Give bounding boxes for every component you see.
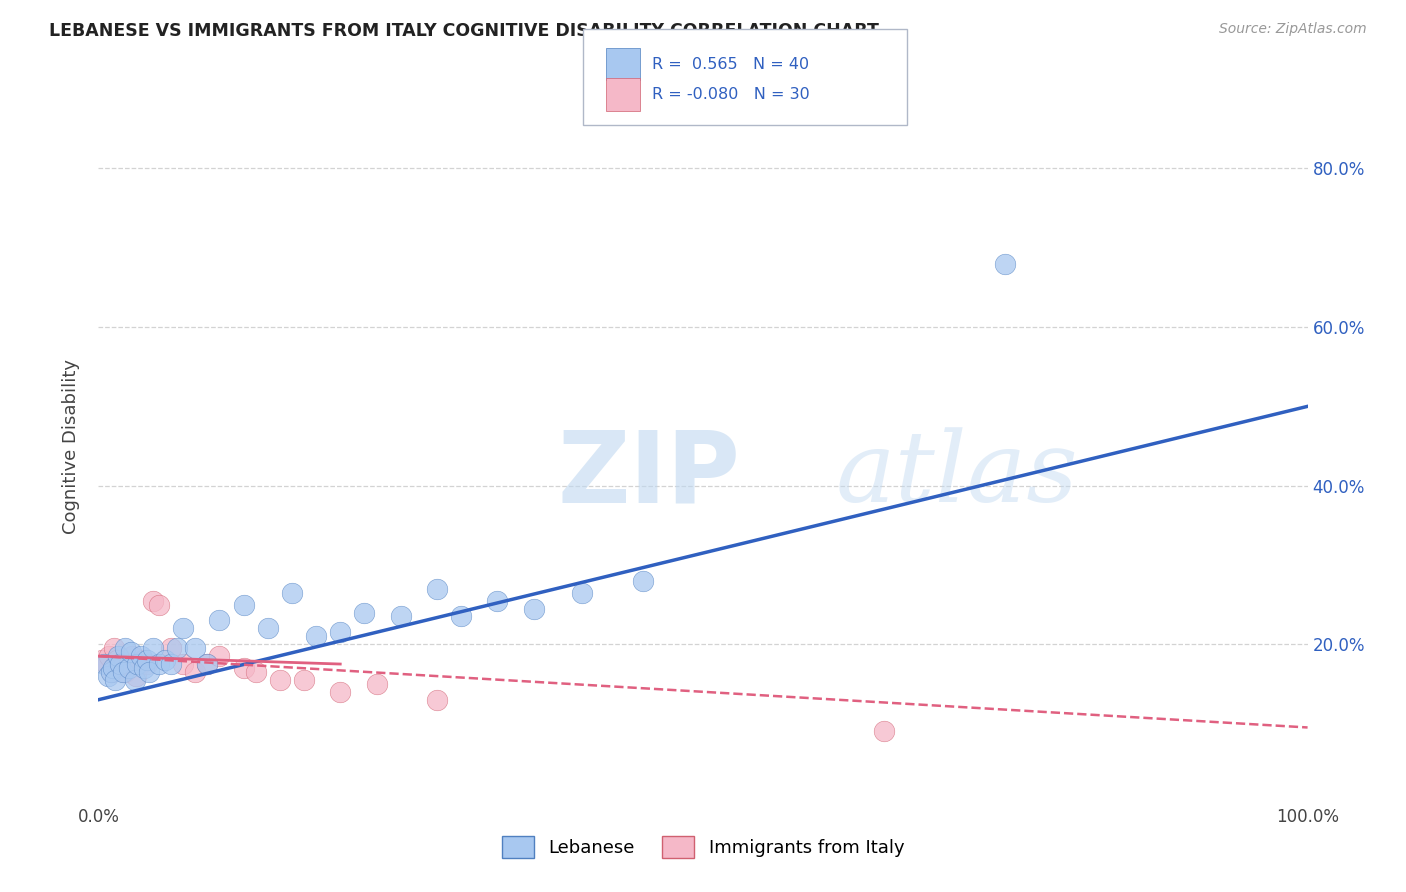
- Point: [93, 657, 115, 671]
- Point: [208, 614, 231, 628]
- Point: [100, 665, 122, 679]
- Point: [269, 673, 291, 687]
- Point: [118, 661, 141, 675]
- Text: R =  0.565   N = 40: R = 0.565 N = 40: [652, 57, 810, 71]
- Point: [125, 669, 148, 683]
- Point: [129, 649, 152, 664]
- Point: [245, 665, 267, 679]
- Point: [426, 582, 449, 596]
- Point: [160, 657, 183, 671]
- Text: R = -0.080   N = 30: R = -0.080 N = 30: [652, 87, 810, 102]
- Point: [114, 665, 136, 679]
- Point: [292, 673, 315, 687]
- Point: [121, 649, 143, 664]
- Point: [135, 657, 157, 671]
- Point: [120, 645, 142, 659]
- Point: [105, 653, 128, 667]
- Point: [873, 724, 896, 739]
- Point: [184, 641, 207, 656]
- Point: [108, 657, 131, 671]
- Text: atlas: atlas: [837, 427, 1078, 522]
- Point: [104, 673, 127, 687]
- Point: [426, 692, 449, 706]
- Point: [305, 629, 328, 643]
- Point: [450, 609, 472, 624]
- Point: [523, 601, 546, 615]
- Point: [142, 593, 165, 607]
- Text: ZIP: ZIP: [558, 426, 741, 523]
- Point: [98, 649, 121, 664]
- Point: [366, 677, 388, 691]
- Point: [148, 598, 170, 612]
- Point: [134, 661, 156, 675]
- Point: [110, 661, 132, 675]
- Text: LEBANESE VS IMMIGRANTS FROM ITALY COGNITIVE DISABILITY CORRELATION CHART: LEBANESE VS IMMIGRANTS FROM ITALY COGNIT…: [49, 22, 879, 40]
- Point: [135, 653, 157, 667]
- Point: [281, 585, 304, 599]
- Point: [107, 649, 129, 664]
- Point: [103, 641, 125, 656]
- Point: [329, 625, 352, 640]
- Point: [631, 574, 654, 588]
- Point: [132, 653, 155, 667]
- Point: [108, 657, 131, 671]
- Point: [389, 609, 412, 624]
- Point: [153, 653, 176, 667]
- Point: [172, 621, 194, 635]
- Point: [184, 665, 207, 679]
- Point: [128, 657, 150, 671]
- Point: [100, 665, 122, 679]
- Legend: Lebanese, Immigrants from Italy: Lebanese, Immigrants from Italy: [495, 829, 911, 865]
- Point: [97, 669, 120, 683]
- Point: [118, 657, 141, 671]
- Point: [166, 641, 188, 656]
- Point: [353, 606, 375, 620]
- Point: [571, 585, 593, 599]
- Point: [127, 657, 149, 671]
- Point: [195, 657, 218, 671]
- Point: [101, 661, 124, 675]
- Point: [142, 641, 165, 656]
- Point: [232, 661, 254, 675]
- Y-axis label: Cognitive Disability: Cognitive Disability: [62, 359, 80, 533]
- Point: [124, 673, 146, 687]
- Point: [160, 641, 183, 656]
- Point: [994, 257, 1017, 271]
- Point: [172, 657, 194, 671]
- Point: [138, 665, 160, 679]
- Point: [111, 665, 134, 679]
- Point: [114, 641, 136, 656]
- Point: [148, 657, 170, 671]
- Point: [329, 685, 352, 699]
- Point: [94, 657, 117, 671]
- Text: Source: ZipAtlas.com: Source: ZipAtlas.com: [1219, 22, 1367, 37]
- Point: [232, 598, 254, 612]
- Point: [208, 649, 231, 664]
- Point: [256, 621, 278, 635]
- Point: [195, 657, 218, 671]
- Point: [486, 593, 509, 607]
- Point: [91, 653, 114, 667]
